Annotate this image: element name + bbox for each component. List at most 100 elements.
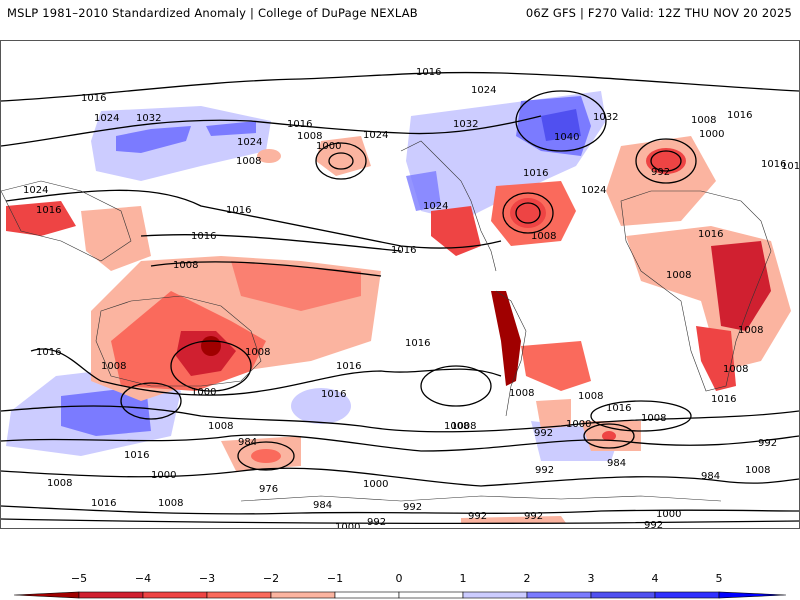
colorbar-bin-neg2-neg1	[270, 591, 336, 599]
contour-label: 1000	[335, 522, 360, 528]
contour-label: 1000	[151, 470, 176, 481]
contour-label: 1000	[316, 141, 341, 152]
isobar	[1, 518, 799, 525]
contour-label: 1016	[226, 205, 251, 216]
coastline	[240, 495, 722, 502]
contour-label: 984	[313, 500, 332, 511]
contour-label: 1008	[158, 498, 183, 509]
colorbar-bin-1-2	[462, 591, 528, 599]
contour-label: 1016	[36, 205, 61, 216]
atlantic-low-core	[510, 198, 546, 228]
south-pacific-anomaly-dark	[61, 386, 151, 436]
anomaly-colorbar: −5 −4 −3 −2 −1 0 1 2 3 4 5	[0, 570, 800, 600]
isobar	[650, 150, 682, 172]
isobar	[5, 189, 502, 249]
colorbar-extend-low	[13, 591, 80, 599]
contour-label: 1008	[101, 361, 126, 372]
andes-anomaly	[491, 291, 521, 386]
colorbar-bin-0-1	[398, 591, 464, 599]
contour-label: 984	[607, 458, 626, 469]
pacific-anomaly-small	[257, 149, 281, 163]
contour-label: 1016	[405, 338, 430, 349]
contour-label: 1032	[593, 112, 618, 123]
contour-label: 1016	[711, 394, 736, 405]
contour-label: 1008	[173, 260, 198, 271]
south-atlantic-anomaly-red	[536, 399, 571, 429]
contour-label: 1008	[691, 115, 716, 126]
coastline	[95, 295, 262, 387]
colorbar-svg	[13, 591, 787, 599]
isobar	[150, 261, 382, 277]
southern-ocean-anomaly-core	[251, 449, 281, 463]
colorbar-tick: −5	[70, 572, 88, 585]
coastlines	[1, 140, 772, 502]
isobar	[635, 138, 697, 184]
antarctic-anomaly	[461, 516, 566, 524]
isobar	[237, 441, 295, 471]
colorbar-bin-neg3-neg2	[206, 591, 272, 599]
contour-label: 1024	[471, 85, 496, 96]
contour-label: 1016	[336, 361, 361, 372]
coastline	[620, 190, 772, 392]
east-africa-anomaly	[711, 241, 771, 331]
contour-label: 1024	[363, 130, 388, 141]
contour-label: 1008	[531, 231, 556, 242]
contour-label: 1016	[321, 389, 346, 400]
contour-label: 1008	[641, 413, 666, 424]
contour-label: 1000	[363, 479, 388, 490]
australia-anomaly-core	[201, 336, 221, 356]
map-title: MSLP 1981–2010 Standardized Anomaly | Co…	[7, 6, 418, 20]
north-pacific-anomaly	[316, 136, 371, 176]
colorbar-tick: −3	[198, 572, 216, 585]
contour-label: 1000	[191, 387, 216, 398]
colorbar-tick: 4	[651, 572, 659, 585]
isobar	[1, 405, 799, 433]
greenland-anomaly-dark	[541, 109, 581, 141]
isobar	[1, 467, 799, 487]
contour-label: 992	[535, 465, 554, 476]
contour-label: 1000	[566, 419, 591, 430]
colorbar-tick: −2	[262, 572, 280, 585]
colorbar-tick: −4	[134, 572, 152, 585]
colorbar-bin-3-4	[590, 591, 656, 599]
mexico-anomaly	[431, 206, 481, 256]
contour-label: 1008	[245, 347, 270, 358]
isobar	[590, 400, 692, 432]
contour-label: 984	[701, 471, 720, 482]
contour-label: 1000	[656, 509, 681, 520]
contour-label: 1008	[451, 421, 476, 432]
contour-label: 1032	[136, 113, 161, 124]
contour-label: 1008	[745, 465, 770, 476]
isobar	[120, 382, 182, 420]
contour-label: 1016	[81, 93, 106, 104]
negative-anomaly-shading	[6, 136, 791, 524]
south-america-anomaly	[521, 341, 591, 391]
contour-label: 1024	[23, 185, 48, 196]
contour-label: 1008	[297, 131, 322, 142]
contour-label: 1032	[453, 119, 478, 130]
contour-label: 992	[524, 511, 543, 522]
contour-label: 1016	[191, 231, 216, 242]
contour-label: 1024	[94, 113, 119, 124]
isobar-contours	[1, 71, 799, 525]
siberia-anomaly-east	[206, 121, 256, 136]
isobar	[515, 90, 607, 152]
contour-label: 1016	[761, 159, 786, 170]
contour-label: 1008	[738, 325, 763, 336]
east-pacific-anomaly	[291, 388, 351, 424]
isobar	[1, 434, 799, 452]
contour-label: 1000	[699, 129, 724, 140]
contour-label: 1016	[391, 245, 416, 256]
contour-labels: 1016 1016 1024 1032 1024 1016 1008 1000 …	[23, 67, 799, 528]
contour-label: 1040	[554, 132, 579, 143]
contour-label: 1016	[727, 110, 752, 121]
contour-label: 992	[403, 502, 422, 513]
contour-label: 1008	[666, 270, 691, 281]
colorbar-bin-neg1-0	[334, 591, 400, 599]
isobar	[502, 192, 554, 234]
contour-label: 1008	[578, 391, 603, 402]
contour-label: 992	[758, 438, 777, 449]
contour-label: 1008	[509, 388, 534, 399]
model-run-info: 06Z GFS | F270 Valid: 12Z THU NOV 20 202…	[525, 6, 792, 20]
contour-label: 992	[367, 517, 386, 528]
